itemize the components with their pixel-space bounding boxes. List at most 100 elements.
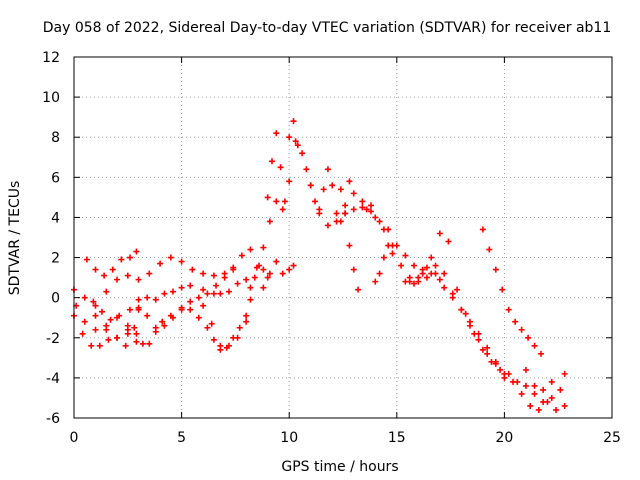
data-point: [479, 226, 486, 233]
data-point: [187, 282, 194, 289]
data-point: [561, 402, 568, 409]
data-point: [230, 264, 237, 271]
data-point: [462, 310, 469, 317]
data-point: [411, 262, 418, 269]
y-tick-label: 10: [42, 90, 60, 106]
data-point: [557, 386, 564, 393]
y-tick-label: 12: [42, 50, 60, 66]
data-point: [169, 288, 176, 295]
data-point: [225, 342, 232, 349]
data-point: [81, 294, 88, 301]
data-point: [518, 326, 525, 333]
data-point: [415, 274, 422, 281]
data-point: [103, 288, 110, 295]
series-4: [83, 248, 140, 279]
series-19: [372, 242, 396, 285]
data-point: [124, 272, 131, 279]
data-point: [479, 346, 486, 353]
data-point: [234, 280, 241, 287]
data-point: [488, 358, 495, 365]
data-point: [522, 382, 529, 389]
data-point: [243, 318, 250, 325]
series-20: [402, 230, 452, 287]
data-point: [88, 342, 95, 349]
data-point: [342, 202, 349, 209]
data-point: [247, 284, 254, 291]
data-point: [114, 334, 121, 341]
data-point: [279, 270, 286, 277]
data-point: [505, 370, 512, 377]
data-point: [350, 190, 357, 197]
data-point: [389, 250, 396, 257]
data-point: [273, 198, 280, 205]
data-point: [268, 158, 275, 165]
data-point: [548, 394, 555, 401]
series-22: [454, 286, 555, 393]
data-point: [428, 254, 435, 261]
data-point: [217, 342, 224, 349]
data-point: [122, 342, 129, 349]
x-tick-label: 20: [495, 430, 513, 446]
data-point: [266, 218, 273, 225]
data-point: [290, 118, 297, 125]
data-point: [135, 296, 142, 303]
data-point: [277, 164, 284, 171]
data-point: [531, 382, 538, 389]
data-point: [135, 304, 142, 311]
data-point: [363, 206, 370, 213]
data-point: [161, 322, 168, 329]
data-point: [505, 306, 512, 313]
series-12: [247, 138, 299, 291]
data-point: [210, 336, 217, 343]
series-23: [479, 226, 544, 357]
data-point: [307, 182, 314, 189]
data-point: [312, 198, 319, 205]
data-point: [217, 290, 224, 297]
data-point: [380, 226, 387, 233]
data-point: [324, 166, 331, 173]
data-point: [337, 186, 344, 193]
data-point: [79, 330, 86, 337]
data-point: [96, 342, 103, 349]
data-point: [286, 134, 293, 141]
data-point: [466, 318, 473, 325]
data-point: [236, 324, 243, 331]
data-point: [92, 312, 99, 319]
data-point: [324, 222, 331, 229]
data-point: [273, 130, 280, 137]
data-point: [320, 186, 327, 193]
data-point: [350, 266, 357, 273]
data-point: [423, 274, 430, 281]
data-point: [247, 296, 254, 303]
data-point: [441, 270, 448, 277]
data-point: [247, 246, 254, 253]
series-13: [260, 258, 297, 291]
data-point: [167, 254, 174, 261]
data-point: [264, 194, 271, 201]
data-point: [299, 150, 306, 157]
y-tick-label: -6: [46, 411, 60, 427]
data-point: [512, 318, 519, 325]
data-point: [103, 322, 110, 329]
data-point: [107, 316, 114, 323]
data-point: [286, 178, 293, 185]
data-point: [441, 284, 448, 291]
data-point: [286, 266, 293, 273]
data-points-layer: [71, 118, 568, 413]
data-point: [475, 336, 482, 343]
tick-label-layer: 0 5 10 15 20 25 -6 -4 -2 0 2 4 6 8 10 12: [42, 50, 621, 446]
data-point: [260, 284, 267, 291]
data-point: [436, 230, 443, 237]
data-point: [540, 386, 547, 393]
data-point: [144, 294, 151, 301]
data-point: [92, 266, 99, 273]
data-point: [118, 256, 125, 263]
data-point: [355, 286, 362, 293]
data-point: [146, 270, 153, 277]
x-tick-label: 15: [388, 430, 406, 446]
data-point: [152, 296, 159, 303]
data-point: [159, 318, 166, 325]
data-point: [238, 252, 245, 259]
data-point: [124, 330, 131, 337]
